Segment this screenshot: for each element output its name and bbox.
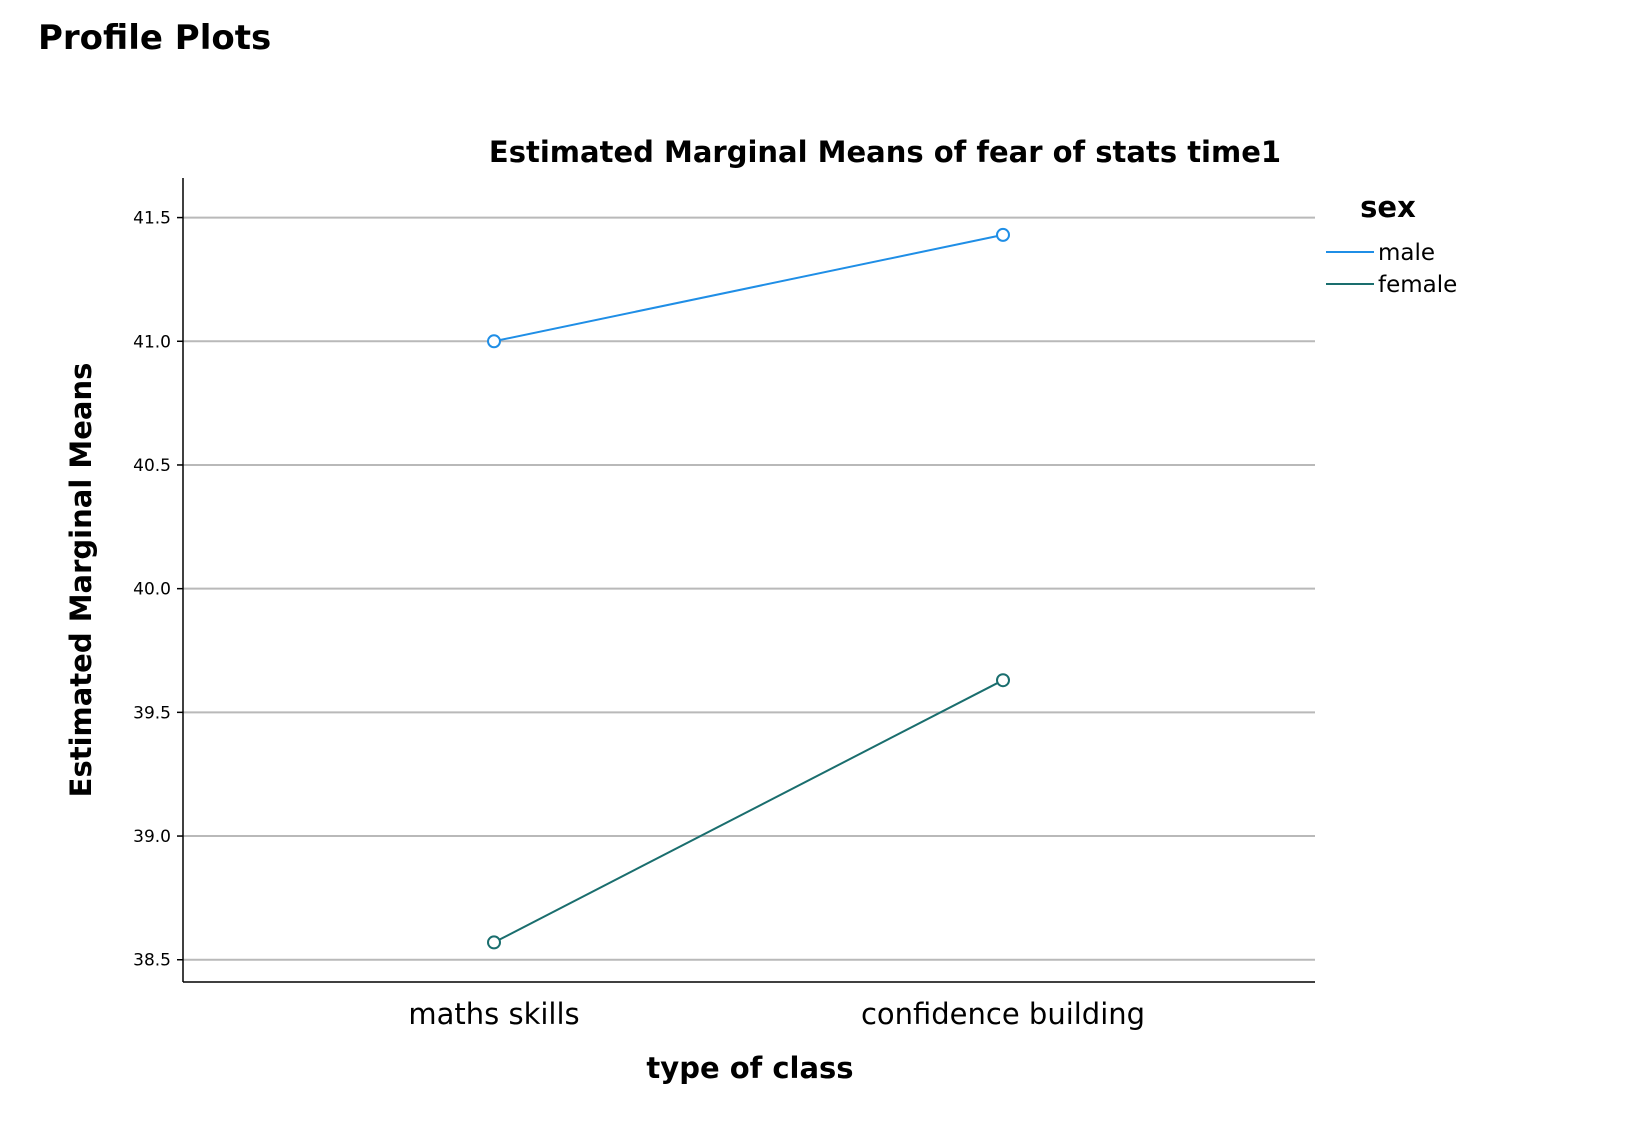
data-point-female xyxy=(996,673,1010,688)
y-tick-label: 38.5 xyxy=(133,951,171,971)
legend: sex male female xyxy=(1326,190,1457,298)
x-axis-ticks: maths skills confidence building xyxy=(408,997,1145,1031)
section-heading: Profile Plots xyxy=(38,18,272,58)
series-line-male xyxy=(493,233,1004,343)
axes xyxy=(182,178,1315,983)
x-axis-title: type of class xyxy=(646,1051,853,1085)
y-axis-ticks: 38.5 39.0 39.5 40.0 40.5 41.0 41.5 xyxy=(133,209,183,971)
y-tick-label: 39.5 xyxy=(133,703,171,723)
data-point-male xyxy=(996,227,1010,242)
legend-label-male: male xyxy=(1378,240,1435,266)
x-tick-label: maths skills xyxy=(408,997,579,1031)
data-point-male xyxy=(487,334,501,349)
legend-label-female: female xyxy=(1378,272,1457,298)
y-tick-label: 41.5 xyxy=(133,209,171,229)
y-tick-label: 39.0 xyxy=(133,827,171,847)
y-tick-label: 41.0 xyxy=(133,332,171,352)
data-point-female xyxy=(487,935,501,950)
series-lines xyxy=(487,227,1010,950)
chart-title: Estimated Marginal Means of fear of stat… xyxy=(489,135,1281,169)
series-line-female xyxy=(493,679,1004,944)
legend-title: sex xyxy=(1360,190,1416,224)
y-axis-title: Estimated Marginal Means xyxy=(64,363,98,798)
y-tick-label: 40.5 xyxy=(133,456,171,476)
gridlines xyxy=(183,216,1315,961)
x-tick-label: confidence building xyxy=(861,997,1145,1031)
y-tick-label: 40.0 xyxy=(133,580,171,600)
